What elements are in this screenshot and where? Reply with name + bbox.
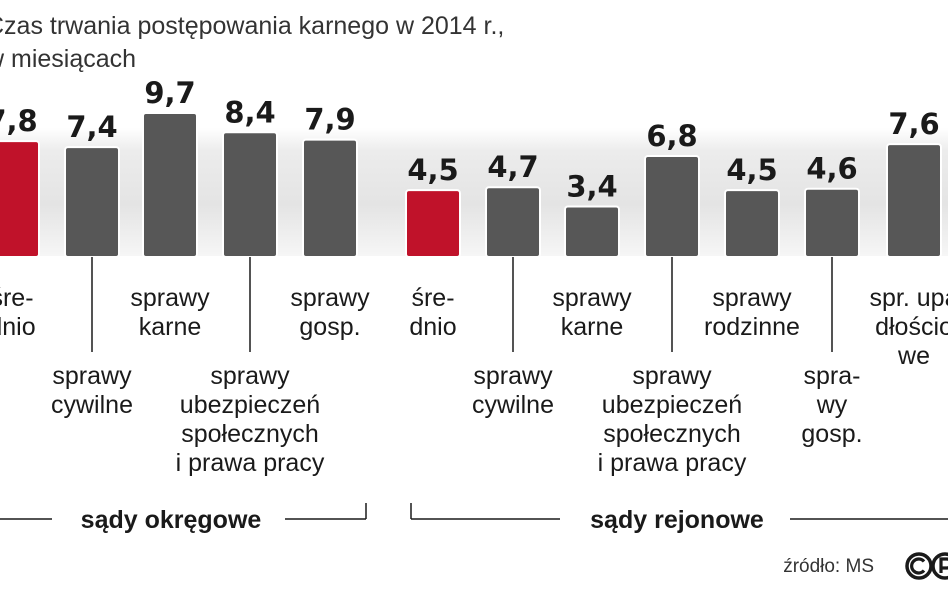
category-label: cywilne — [472, 391, 554, 419]
chart-title: Czas trwania postępowania karnego w 2014… — [0, 10, 504, 76]
category-label: i prawa pracy — [176, 449, 325, 477]
bar — [142, 111, 198, 258]
chart-title-line-2: w miesiącach — [0, 45, 137, 73]
data-label: 7,9 — [304, 103, 355, 137]
bar — [222, 131, 278, 258]
chart-title-line-1: Czas trwania postępowania karnego w 2014… — [0, 12, 505, 40]
copyright-logo-icon — [905, 552, 948, 580]
bar — [644, 155, 700, 259]
category-label: cywilne — [51, 391, 133, 419]
data-label: 8,4 — [224, 95, 275, 129]
category-label: karne — [139, 313, 202, 341]
category-label: dnio — [0, 313, 36, 341]
bar — [0, 140, 40, 258]
data-label: 3,4 — [566, 170, 617, 204]
data-label: 7,4 — [66, 110, 117, 144]
category-label: sprawy — [712, 284, 792, 312]
category-label: ubezpieczeń — [180, 391, 320, 419]
category-label: sprawy — [552, 284, 632, 312]
category-label: wy — [816, 391, 848, 419]
bar — [64, 146, 120, 258]
data-label: 7,8 — [0, 104, 38, 138]
category-label: społecznych — [181, 420, 319, 448]
category-label: rodzinne — [704, 313, 800, 341]
category-label: sprawy — [632, 362, 712, 390]
bar — [302, 138, 358, 258]
category-label: spr. upa — [870, 284, 948, 312]
bar — [485, 186, 541, 258]
category-label: sprawy — [210, 362, 290, 390]
bar — [804, 187, 860, 258]
data-label: 4,5 — [407, 153, 458, 187]
data-label: 6,8 — [646, 119, 697, 153]
category-label: sprawy — [473, 362, 553, 390]
bar — [564, 205, 620, 258]
source-note: źródło: MS — [783, 556, 874, 577]
category-label: dnio — [409, 313, 456, 341]
category-label: we — [897, 342, 930, 370]
category-label: i prawa pracy — [598, 449, 747, 477]
category-label: ubezpieczeń — [602, 391, 742, 419]
category-label: dłościo — [875, 313, 948, 341]
category-label: społecznych — [603, 420, 741, 448]
category-label: gosp. — [801, 420, 862, 448]
group-label: sądy rejonowe — [590, 506, 764, 534]
category-label: gosp. — [299, 313, 360, 341]
category-label: sprawy — [130, 284, 210, 312]
bar — [405, 189, 461, 258]
data-label: 4,6 — [806, 152, 857, 186]
data-label: 4,7 — [487, 150, 538, 184]
group-label: sądy okręgowe — [81, 506, 262, 534]
category-label: spra- — [804, 362, 861, 390]
data-label: 9,7 — [144, 76, 195, 110]
category-label: śre- — [0, 284, 34, 312]
bar — [724, 189, 780, 258]
category-label: sprawy — [290, 284, 370, 312]
category-label: karne — [561, 313, 624, 341]
data-label: 7,6 — [888, 107, 939, 141]
category-label: sprawy — [52, 362, 132, 390]
category-label: śre- — [411, 284, 454, 312]
bar — [886, 143, 942, 258]
data-label: 4,5 — [726, 153, 777, 187]
